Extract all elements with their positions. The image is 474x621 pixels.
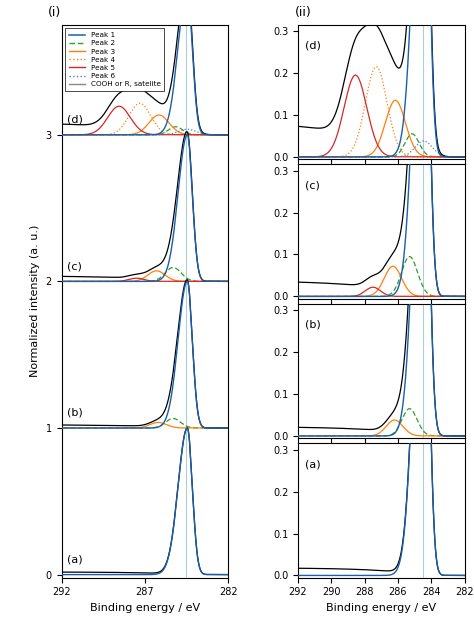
Text: (d): (d) xyxy=(305,41,320,51)
Text: (ii): (ii) xyxy=(295,6,311,19)
Text: (c): (c) xyxy=(305,181,319,191)
X-axis label: Binding energy / eV: Binding energy / eV xyxy=(90,603,200,613)
Text: (b): (b) xyxy=(305,320,320,330)
Text: (d): (d) xyxy=(67,114,82,125)
Legend: Peak 1, Peak 2, Peak 3, Peak 4, Peak 5, Peak 6, COOH or R, satelite: Peak 1, Peak 2, Peak 3, Peak 4, Peak 5, … xyxy=(65,29,164,91)
X-axis label: Binding energy / eV: Binding energy / eV xyxy=(326,603,437,613)
Text: (i): (i) xyxy=(48,6,62,19)
Text: (a): (a) xyxy=(67,555,82,564)
Text: (c): (c) xyxy=(67,261,82,271)
Text: (a): (a) xyxy=(305,460,320,469)
Y-axis label: Normalized intensity (a. u.): Normalized intensity (a. u.) xyxy=(30,225,40,378)
Text: (b): (b) xyxy=(67,408,82,418)
